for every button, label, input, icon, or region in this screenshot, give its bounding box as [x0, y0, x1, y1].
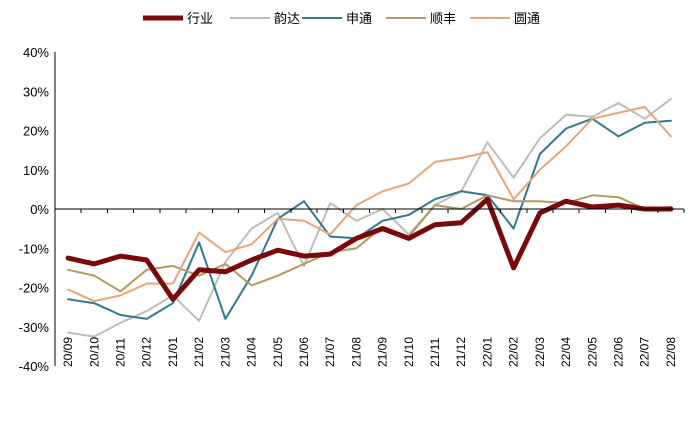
x-tick-label: 22/02	[507, 337, 521, 367]
x-tick-label: 22/03	[533, 337, 547, 367]
series-line-2	[67, 117, 672, 320]
series-line-1	[67, 98, 672, 338]
y-tick-label: -40%	[19, 359, 50, 374]
y-tick-label: 20%	[23, 124, 49, 139]
x-tick-label: 22/05	[585, 337, 599, 367]
x-tick-label: 21/08	[349, 337, 363, 367]
axes	[54, 52, 685, 366]
x-tick-label: 20/09	[61, 337, 75, 367]
y-tick-label: 30%	[23, 84, 49, 99]
x-tick-label: 21/03	[218, 337, 232, 367]
legend-label-0: 行业	[187, 12, 213, 27]
x-tick-label: 21/05	[271, 337, 285, 367]
y-axis-ticks: -40% -30% -20% -10% 0% 10% 20% 30% 40%	[19, 45, 50, 374]
x-tick-label: 20/10	[87, 337, 101, 367]
y-tick-label: 0%	[30, 202, 49, 217]
x-tick-label: 21/12	[454, 337, 468, 367]
x-tick-label: 22/04	[559, 337, 573, 367]
x-tick-label: 21/06	[297, 337, 311, 367]
x-tick-label: 22/07	[638, 337, 652, 367]
x-tick-label: 22/06	[611, 337, 625, 367]
x-tick-label: 20/12	[140, 337, 154, 367]
x-axis-ticks: 20/09 20/10 20/11 20/12 21/01 21/02 21/03 21/04…	[61, 337, 678, 367]
x-tick-label: 20/11	[114, 338, 128, 367]
x-tick-label: 21/04	[245, 337, 259, 367]
legend-label-1: 韵达	[274, 12, 300, 27]
x-tick-label: 21/09	[376, 337, 390, 367]
x-tick-label: 22/08	[664, 337, 678, 367]
x-tick-label: 21/07	[323, 337, 337, 367]
y-tick-label: 40%	[23, 45, 49, 60]
x-tick-label: 21/02	[192, 337, 206, 367]
y-tick-label: -20%	[19, 281, 50, 296]
series-line-0	[65, 196, 674, 302]
legend: 行业 韵达 申通 顺丰 圆通	[143, 12, 540, 27]
x-tick-label: 21/11	[428, 338, 442, 367]
x-tick-label: 21/10	[402, 337, 416, 367]
y-tick-label: -30%	[19, 320, 50, 335]
x-tick-label: 22/01	[480, 337, 494, 367]
legend-label-2: 申通	[346, 12, 372, 27]
y-tick-label: 10%	[23, 163, 49, 178]
series-line-4	[67, 105, 672, 303]
legend-label-4: 圆通	[514, 12, 540, 27]
series-lines	[65, 98, 674, 338]
y-tick-label: -10%	[19, 241, 50, 256]
x-tick-label: 21/01	[166, 337, 180, 367]
legend-label-3: 顺丰	[430, 12, 456, 27]
